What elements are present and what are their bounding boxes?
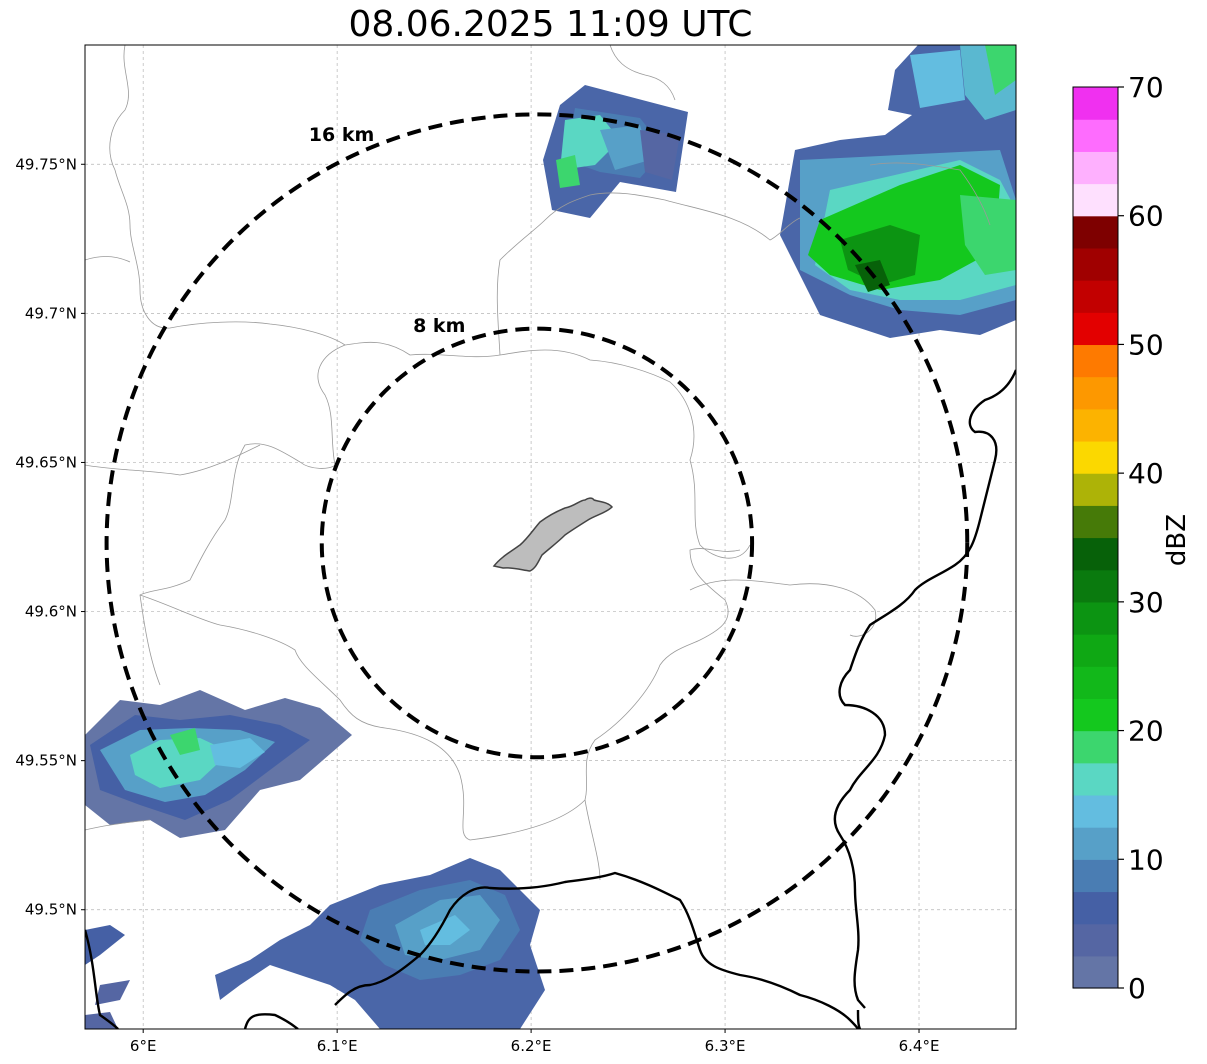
- range-ring-16km: [104, 112, 970, 974]
- southwest-cell: [85, 690, 352, 838]
- y-tick-label: 49.55°N: [15, 752, 77, 770]
- north-cell: [543, 85, 688, 218]
- x-tick-label: 6.1°E: [317, 1037, 358, 1055]
- radar-echoes: [85, 45, 1016, 1029]
- map-frame: [84, 44, 1017, 1030]
- map-title: 08.06.2025 11:09 UTC: [348, 4, 753, 45]
- y-tick-label: 49.65°N: [15, 453, 77, 471]
- x-tick-label: 6.3°E: [705, 1037, 746, 1055]
- x-tick-label: 6.2°E: [511, 1037, 552, 1055]
- x-tick-label: 6°E: [130, 1037, 157, 1055]
- city-outline: [492, 497, 614, 572]
- range-rings: [104, 112, 970, 974]
- ring-labels: 8 km 16 km: [309, 124, 466, 337]
- ring-label-8km: 8 km: [413, 315, 465, 337]
- x-tick-label: 6.4°E: [899, 1037, 940, 1055]
- axis-ticks: 6°E 6.1°E 6.2°E 6.3°E 6.4°E 49.75°N 49.7°N 49.6…: [15, 155, 939, 1055]
- y-tick-label: 49.7°N: [25, 304, 77, 322]
- range-ring-8km: [319, 326, 755, 760]
- ring-label-16km: 16 km: [309, 124, 375, 146]
- y-tick-label: 49.6°N: [25, 603, 77, 621]
- y-tick-label: 49.75°N: [15, 155, 77, 173]
- y-tick-label: 49.5°N: [25, 901, 77, 919]
- northeast-cell: [780, 45, 1016, 338]
- municipal-borders: [85, 45, 991, 881]
